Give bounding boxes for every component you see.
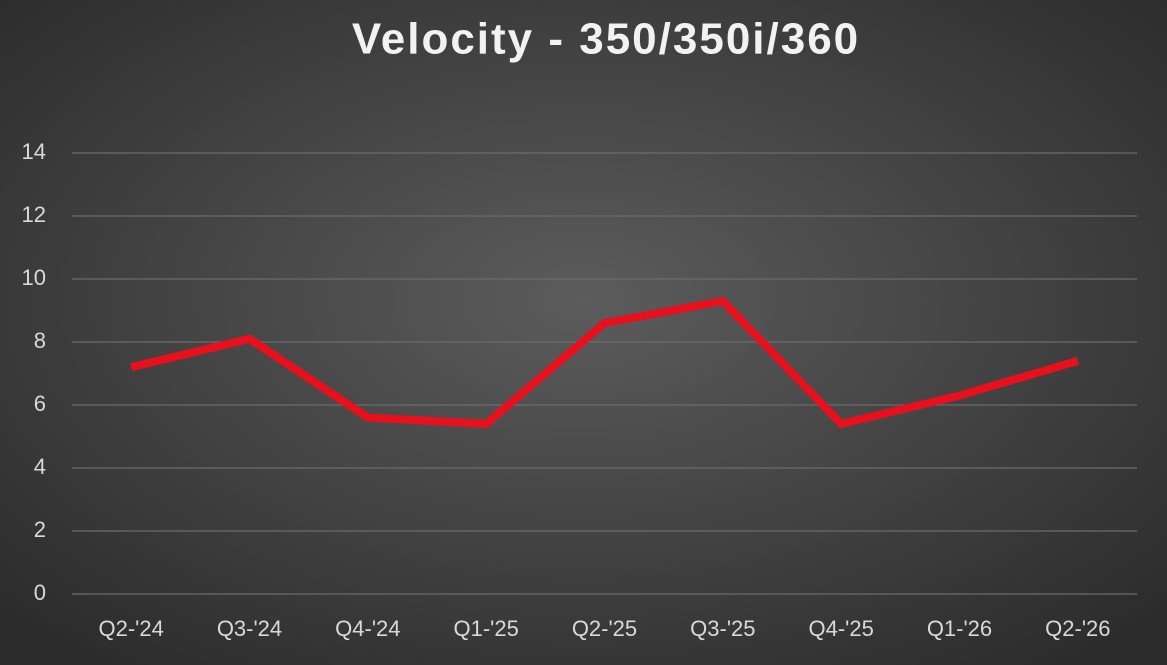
y-tick-label: 10 bbox=[22, 265, 46, 290]
x-tick-label: Q4-'25 bbox=[808, 616, 873, 641]
x-tick-label: Q3-'25 bbox=[690, 616, 755, 641]
y-tick-label: 2 bbox=[34, 517, 46, 542]
x-tick-label: Q2-'24 bbox=[98, 616, 163, 641]
chart-title: Velocity - 350/350i/360 bbox=[352, 15, 860, 64]
x-tick-label: Q2-'25 bbox=[572, 616, 637, 641]
y-tick-label: 12 bbox=[22, 202, 46, 227]
x-tick-label: Q1-'25 bbox=[453, 616, 518, 641]
x-tick-label: Q4-'24 bbox=[335, 616, 400, 641]
x-tick-label: Q1-'26 bbox=[927, 616, 992, 641]
y-tick-label: 14 bbox=[22, 139, 46, 164]
y-tick-label: 8 bbox=[34, 328, 46, 353]
data-line bbox=[130, 296, 1079, 429]
x-tick-label: Q3-'24 bbox=[217, 616, 282, 641]
y-tick-label: 6 bbox=[34, 391, 46, 416]
y-tick-label: 0 bbox=[34, 580, 46, 605]
y-tick-label: 4 bbox=[34, 454, 46, 479]
x-tick-label: Q2-'26 bbox=[1045, 616, 1110, 641]
